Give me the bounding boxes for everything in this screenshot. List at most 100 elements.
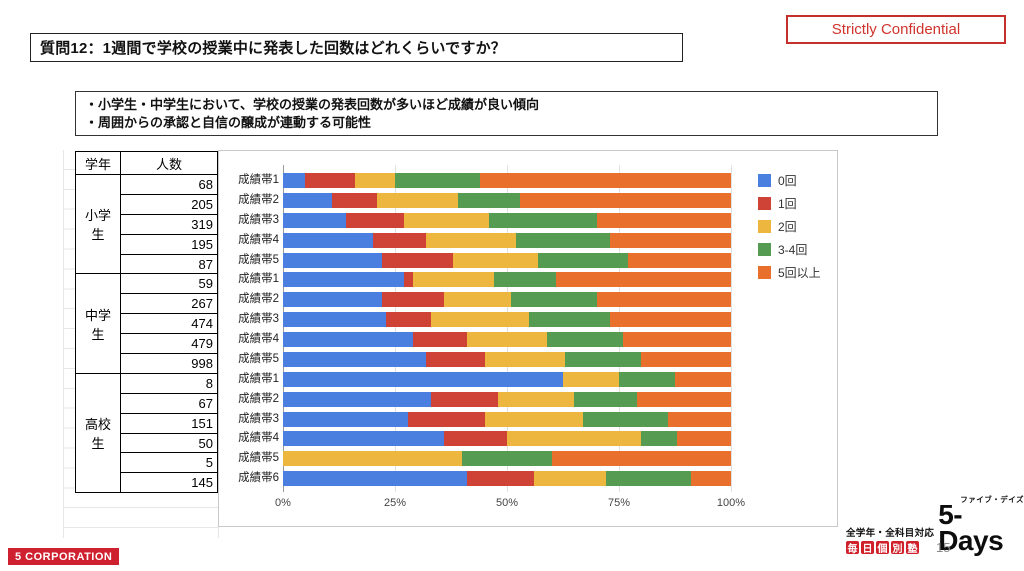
bar-segment-1回: [372, 232, 427, 248]
bar-segment-3-4回: [489, 212, 597, 228]
bar-segment-1回: [332, 192, 378, 208]
stacked-bar: [283, 192, 731, 208]
brand-logo-left: 全学年・全科目対応 毎日個別塾: [846, 525, 935, 555]
bar-segment-1回: [345, 212, 404, 228]
table-count-cell: 87: [120, 253, 218, 275]
chart-row-高校生-成績帯5: 成績帯5: [219, 451, 839, 467]
insight-line-2: ・周囲からの承認と自信の醸成が連動する可能性: [85, 115, 372, 130]
bar-segment-1回: [386, 312, 431, 328]
bar-segment-2回: [466, 332, 548, 347]
legend-label: 0回: [778, 174, 797, 188]
bar-segment-5回以上: [610, 312, 731, 328]
chart-legend: 0回 1回 2回 3-4回 5回以上: [758, 169, 821, 284]
table-count-cell: 5: [120, 452, 218, 474]
brand-name: 5-Days: [938, 499, 1004, 556]
bar-segment-3-4回: [619, 371, 675, 387]
stacked-bar: [283, 351, 731, 367]
question-title: 質問12：1週間で学校の授業中に発表した回数はどれくらいですか？: [40, 40, 506, 57]
table-header-count: 人数: [120, 151, 218, 175]
bar-segment-5回以上: [623, 332, 731, 347]
bar-segment-2回: [283, 451, 463, 467]
stacked-bar: [283, 212, 731, 228]
bar-segment-1回: [444, 431, 507, 447]
table-row: 267: [76, 293, 218, 315]
stacked-bar: [283, 411, 731, 427]
table-header-grade: 学年: [75, 151, 121, 175]
bar-segment-5回以上: [641, 351, 731, 367]
bar-segment-3-4回: [641, 431, 678, 447]
bar-segment-3-4回: [511, 292, 597, 308]
table-row: 5: [76, 452, 218, 474]
bar-segment-2回: [484, 411, 584, 427]
bar-segment-3-4回: [538, 252, 628, 268]
bar-segment-2回: [533, 471, 606, 487]
company-logo-text: 5 CORPORATION: [15, 550, 113, 563]
bar-segment-5回以上: [677, 431, 731, 447]
bar-segment-5回以上: [596, 212, 731, 228]
bar-segment-3-4回: [457, 192, 521, 208]
chart-axis-line: [283, 165, 284, 492]
bar-segment-2回: [484, 351, 566, 367]
stacked-bar: [283, 391, 731, 407]
chart-row-label: 成績帯2: [238, 392, 279, 405]
chart-row-小学生-成績帯1: 成績帯1: [219, 173, 839, 188]
stacked-bar: [283, 471, 731, 487]
bar-segment-3-4回: [515, 232, 611, 248]
table-grade-cell: 高校生: [75, 372, 121, 494]
confidential-stamp: Strictly Confidential: [786, 15, 1006, 44]
bar-segment-1回: [408, 411, 485, 427]
bar-segment-3-4回: [565, 351, 642, 367]
table-count-cell: 205: [120, 193, 218, 215]
company-logo: 5 CORPORATION: [8, 548, 120, 565]
stacked-bar: [283, 451, 731, 467]
chart-row-label: 成績帯5: [238, 352, 279, 365]
brand-box-char: 毎: [846, 541, 859, 555]
bar-segment-1回: [426, 351, 485, 367]
bar-segment-5回以上: [556, 272, 731, 288]
chart-row-label: 成績帯1: [238, 372, 279, 385]
chart-row-label: 成績帯3: [238, 313, 279, 326]
bar-segment-2回: [498, 391, 575, 407]
x-tick-label: 0%: [275, 497, 291, 509]
table-grade-cell: 小学生: [75, 173, 121, 275]
chart-row-label: 成績帯4: [238, 432, 279, 445]
bar-segment-2回: [412, 272, 494, 288]
insight-box: ・小学生・中学生において、学校の授業の発表回数が多いほど成績が良い傾向 ・周囲か…: [75, 91, 938, 136]
chart-gridline: [731, 165, 732, 492]
table-count-cell: 474: [120, 313, 218, 335]
bar-segment-3-4回: [394, 173, 481, 188]
table-row: 50: [76, 432, 218, 454]
bar-segment-5回以上: [690, 471, 731, 487]
bar-segment-2回: [444, 292, 512, 308]
chart-row-中学生-成績帯1: 成績帯1: [219, 272, 839, 288]
bar-segment-5回以上: [668, 411, 731, 427]
brand-ruby: ファイブ・デイズ: [960, 495, 1024, 504]
bar-segment-5回以上: [627, 252, 731, 268]
bar-segment-0回: [283, 232, 373, 248]
stacked-bar: [283, 312, 731, 328]
bar-segment-0回: [283, 371, 563, 387]
legend-swatch: [758, 220, 771, 233]
brand-tagline: 全学年・全科目対応: [846, 528, 935, 539]
stacked-bar: [283, 371, 731, 387]
chart-row-label: 成績帯4: [238, 333, 279, 345]
bar-segment-1回: [403, 272, 413, 288]
brand-box-char: 個: [876, 541, 889, 555]
chart-row-label: 成績帯5: [238, 452, 279, 465]
bar-segment-0回: [283, 252, 382, 268]
table-count-cell: 59: [120, 273, 218, 295]
chart-row-中学生-成績帯5: 成績帯5: [219, 351, 839, 367]
bar-segment-0回: [283, 351, 427, 367]
bar-segment-5回以上: [636, 391, 731, 407]
table-grade-cell: 中学生: [75, 273, 121, 374]
bar-segment-2回: [403, 212, 490, 228]
bar-segment-1回: [305, 173, 355, 188]
bar-segment-3-4回: [574, 391, 637, 407]
chart-row-小学生-成績帯3: 成績帯3: [219, 212, 839, 228]
bar-segment-1回: [412, 332, 467, 347]
page-number: 15: [936, 540, 951, 555]
x-tick-label: 75%: [607, 497, 631, 509]
bar-segment-3-4回: [583, 411, 669, 427]
legend-swatch: [758, 197, 771, 210]
stacked-bar-chart: 成績帯1 成績帯2 成績帯3 成績帯4 成績帯5 成績帯1 成績帯2 成績帯3 成績帯4 成績帯5…: [218, 150, 838, 527]
